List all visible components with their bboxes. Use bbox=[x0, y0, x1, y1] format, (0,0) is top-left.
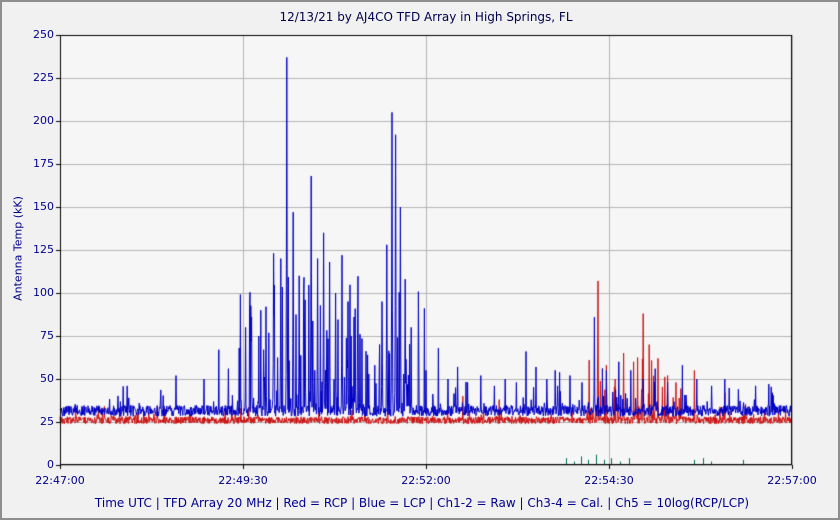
x-tick-label: 22:54:30 bbox=[584, 474, 634, 487]
y-tick-label: 225 bbox=[33, 71, 54, 84]
y-tick-label: 25 bbox=[40, 415, 54, 428]
x-tick-label: 22:57:00 bbox=[767, 474, 817, 487]
y-tick-label: 125 bbox=[33, 243, 54, 256]
y-tick-label: 150 bbox=[33, 200, 54, 213]
y-tick-label: 250 bbox=[33, 28, 54, 41]
x-tick-label: 22:47:00 bbox=[35, 474, 85, 487]
footer-caption: Time UTC | TFD Array 20 MHz | Red = RCP … bbox=[94, 496, 750, 510]
y-tick-label: 200 bbox=[33, 114, 54, 127]
x-tick-label: 22:52:00 bbox=[401, 474, 451, 487]
y-tick-label: 75 bbox=[40, 329, 54, 342]
x-tick-label: 22:49:30 bbox=[218, 474, 268, 487]
chart-title: 12/13/21 by AJ4CO TFD Array in High Spri… bbox=[279, 10, 573, 24]
y-tick-label: 0 bbox=[47, 458, 54, 471]
y-tick-label: 50 bbox=[40, 372, 54, 385]
y-tick-label: 100 bbox=[33, 286, 54, 299]
y-tick-label: 175 bbox=[33, 157, 54, 170]
